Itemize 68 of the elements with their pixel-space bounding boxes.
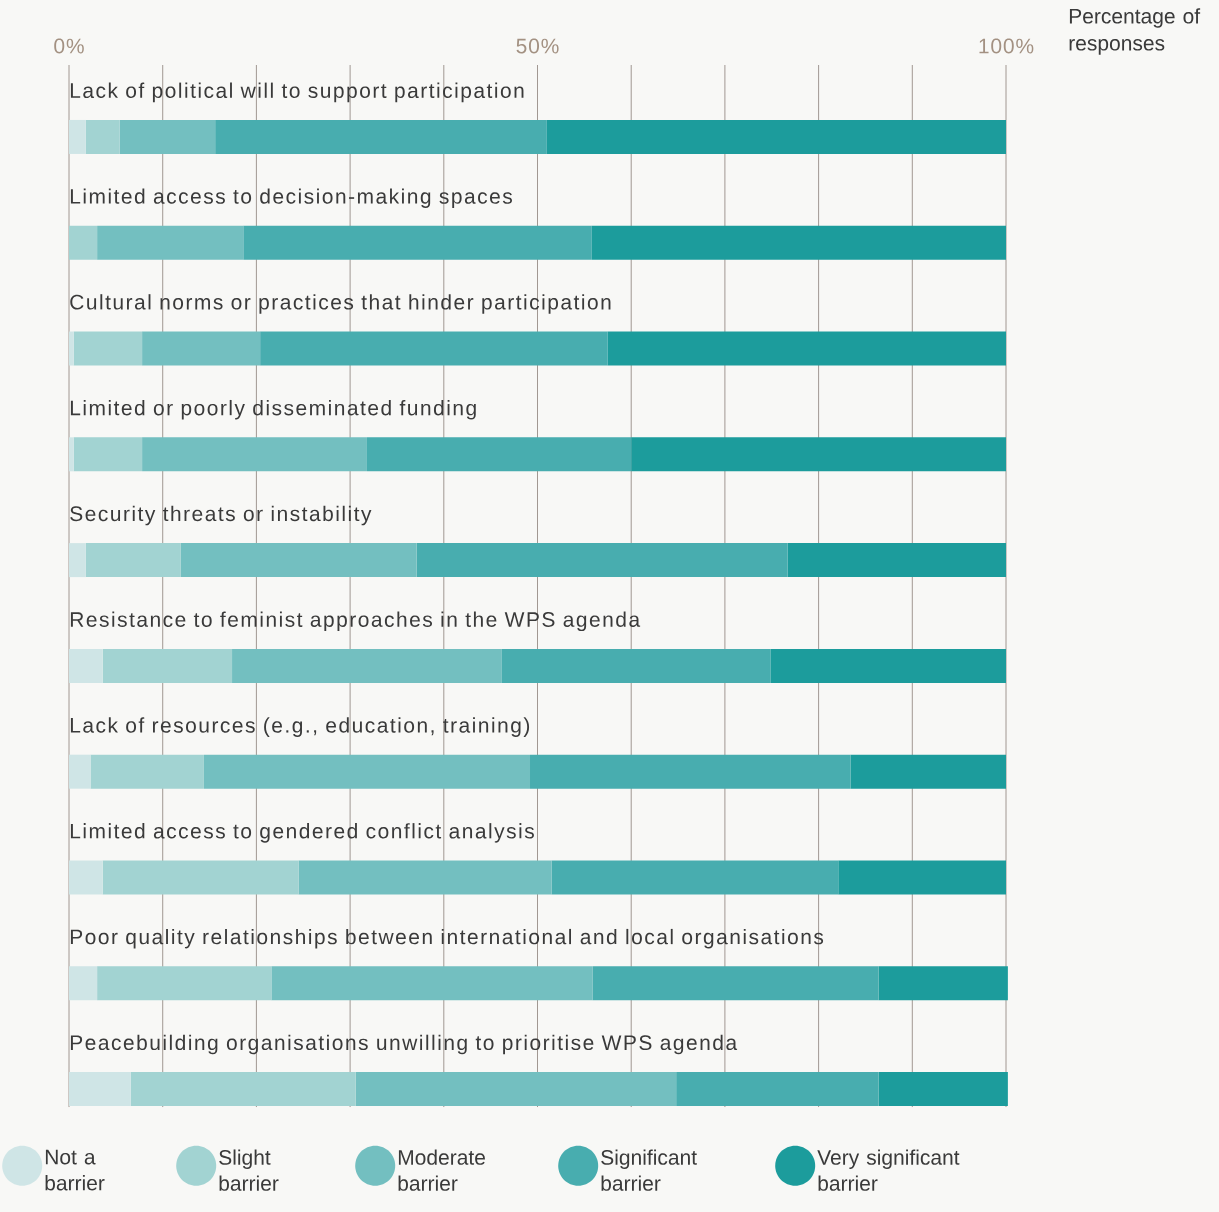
bar (850, 754, 1007, 789)
y-tick-label: Resistance to feminist approaches in the WPS agenda (70, 611, 641, 632)
y-tick-label: Security threats or instability (70, 505, 372, 526)
y-tick-label: Limited or poorly disseminated funding (70, 399, 476, 420)
bar (501, 648, 771, 683)
bar (69, 860, 103, 895)
bar (69, 754, 91, 789)
legend-label: Slight barrier (219, 1149, 279, 1191)
y-tick-label: Limited access to decision-making spaces (70, 188, 512, 208)
bar (551, 860, 839, 895)
bar (130, 1072, 356, 1107)
y-tick-label: Poor quality relationships between international and local organisations (70, 928, 824, 949)
bar (97, 225, 244, 260)
bar (142, 437, 367, 472)
legend-label: Not a barrier (45, 1149, 105, 1191)
bar (607, 331, 1007, 366)
bar (232, 648, 502, 683)
bar (73, 437, 143, 472)
bar (73, 331, 143, 366)
bar (102, 860, 299, 895)
legend-label: Very significant barrier (817, 1149, 960, 1191)
bar (180, 543, 417, 578)
bar (676, 1072, 879, 1107)
bar (260, 331, 608, 366)
y-tick-label: Lack of political will to support participation (70, 82, 524, 103)
bar (215, 119, 547, 154)
y-tick-label: Limited access to gendered conflict analysis (70, 823, 534, 843)
y-tick-label: Lack of resources (e.g., education, training) (70, 717, 530, 737)
bar (271, 966, 593, 1001)
bar (97, 966, 272, 1001)
y-tick-label: Cultural norms or practices that hinder participation (70, 294, 611, 314)
bar (878, 1072, 1008, 1107)
bar (69, 1072, 131, 1107)
bar (591, 225, 1007, 260)
bar (416, 543, 788, 578)
bar (592, 966, 879, 1001)
bar (878, 966, 1008, 1001)
bar (85, 543, 181, 578)
bar (69, 437, 74, 472)
x-tick-label: 100% (979, 38, 1034, 54)
bar (90, 754, 204, 789)
bar (69, 331, 74, 366)
legend-label: Significant barrier (601, 1149, 697, 1191)
bar (69, 543, 86, 578)
bar (243, 225, 592, 260)
bar (787, 543, 1007, 578)
bar (69, 225, 98, 260)
x-tick-label: 0% (54, 38, 84, 54)
x-tick-label: 50% (516, 38, 559, 54)
bar (203, 754, 531, 789)
bar (119, 119, 216, 154)
bar (366, 437, 632, 472)
bar (69, 966, 98, 1001)
legend-label: Moderate barrier (398, 1149, 485, 1191)
x-axis-title: Percentage of responses (1069, 8, 1201, 55)
bar (546, 119, 1007, 154)
bar (355, 1072, 677, 1107)
bar (85, 119, 120, 154)
bar (102, 648, 233, 683)
bar (838, 860, 1007, 895)
bar (631, 437, 1007, 472)
bar (69, 648, 103, 683)
bar (298, 860, 552, 895)
y-tick-label: Peacebuilding organisations unwilling to prioritise WPS agenda (70, 1034, 738, 1055)
bar (142, 331, 261, 366)
bar (69, 119, 86, 154)
bar (530, 754, 851, 789)
bar (770, 648, 1007, 683)
